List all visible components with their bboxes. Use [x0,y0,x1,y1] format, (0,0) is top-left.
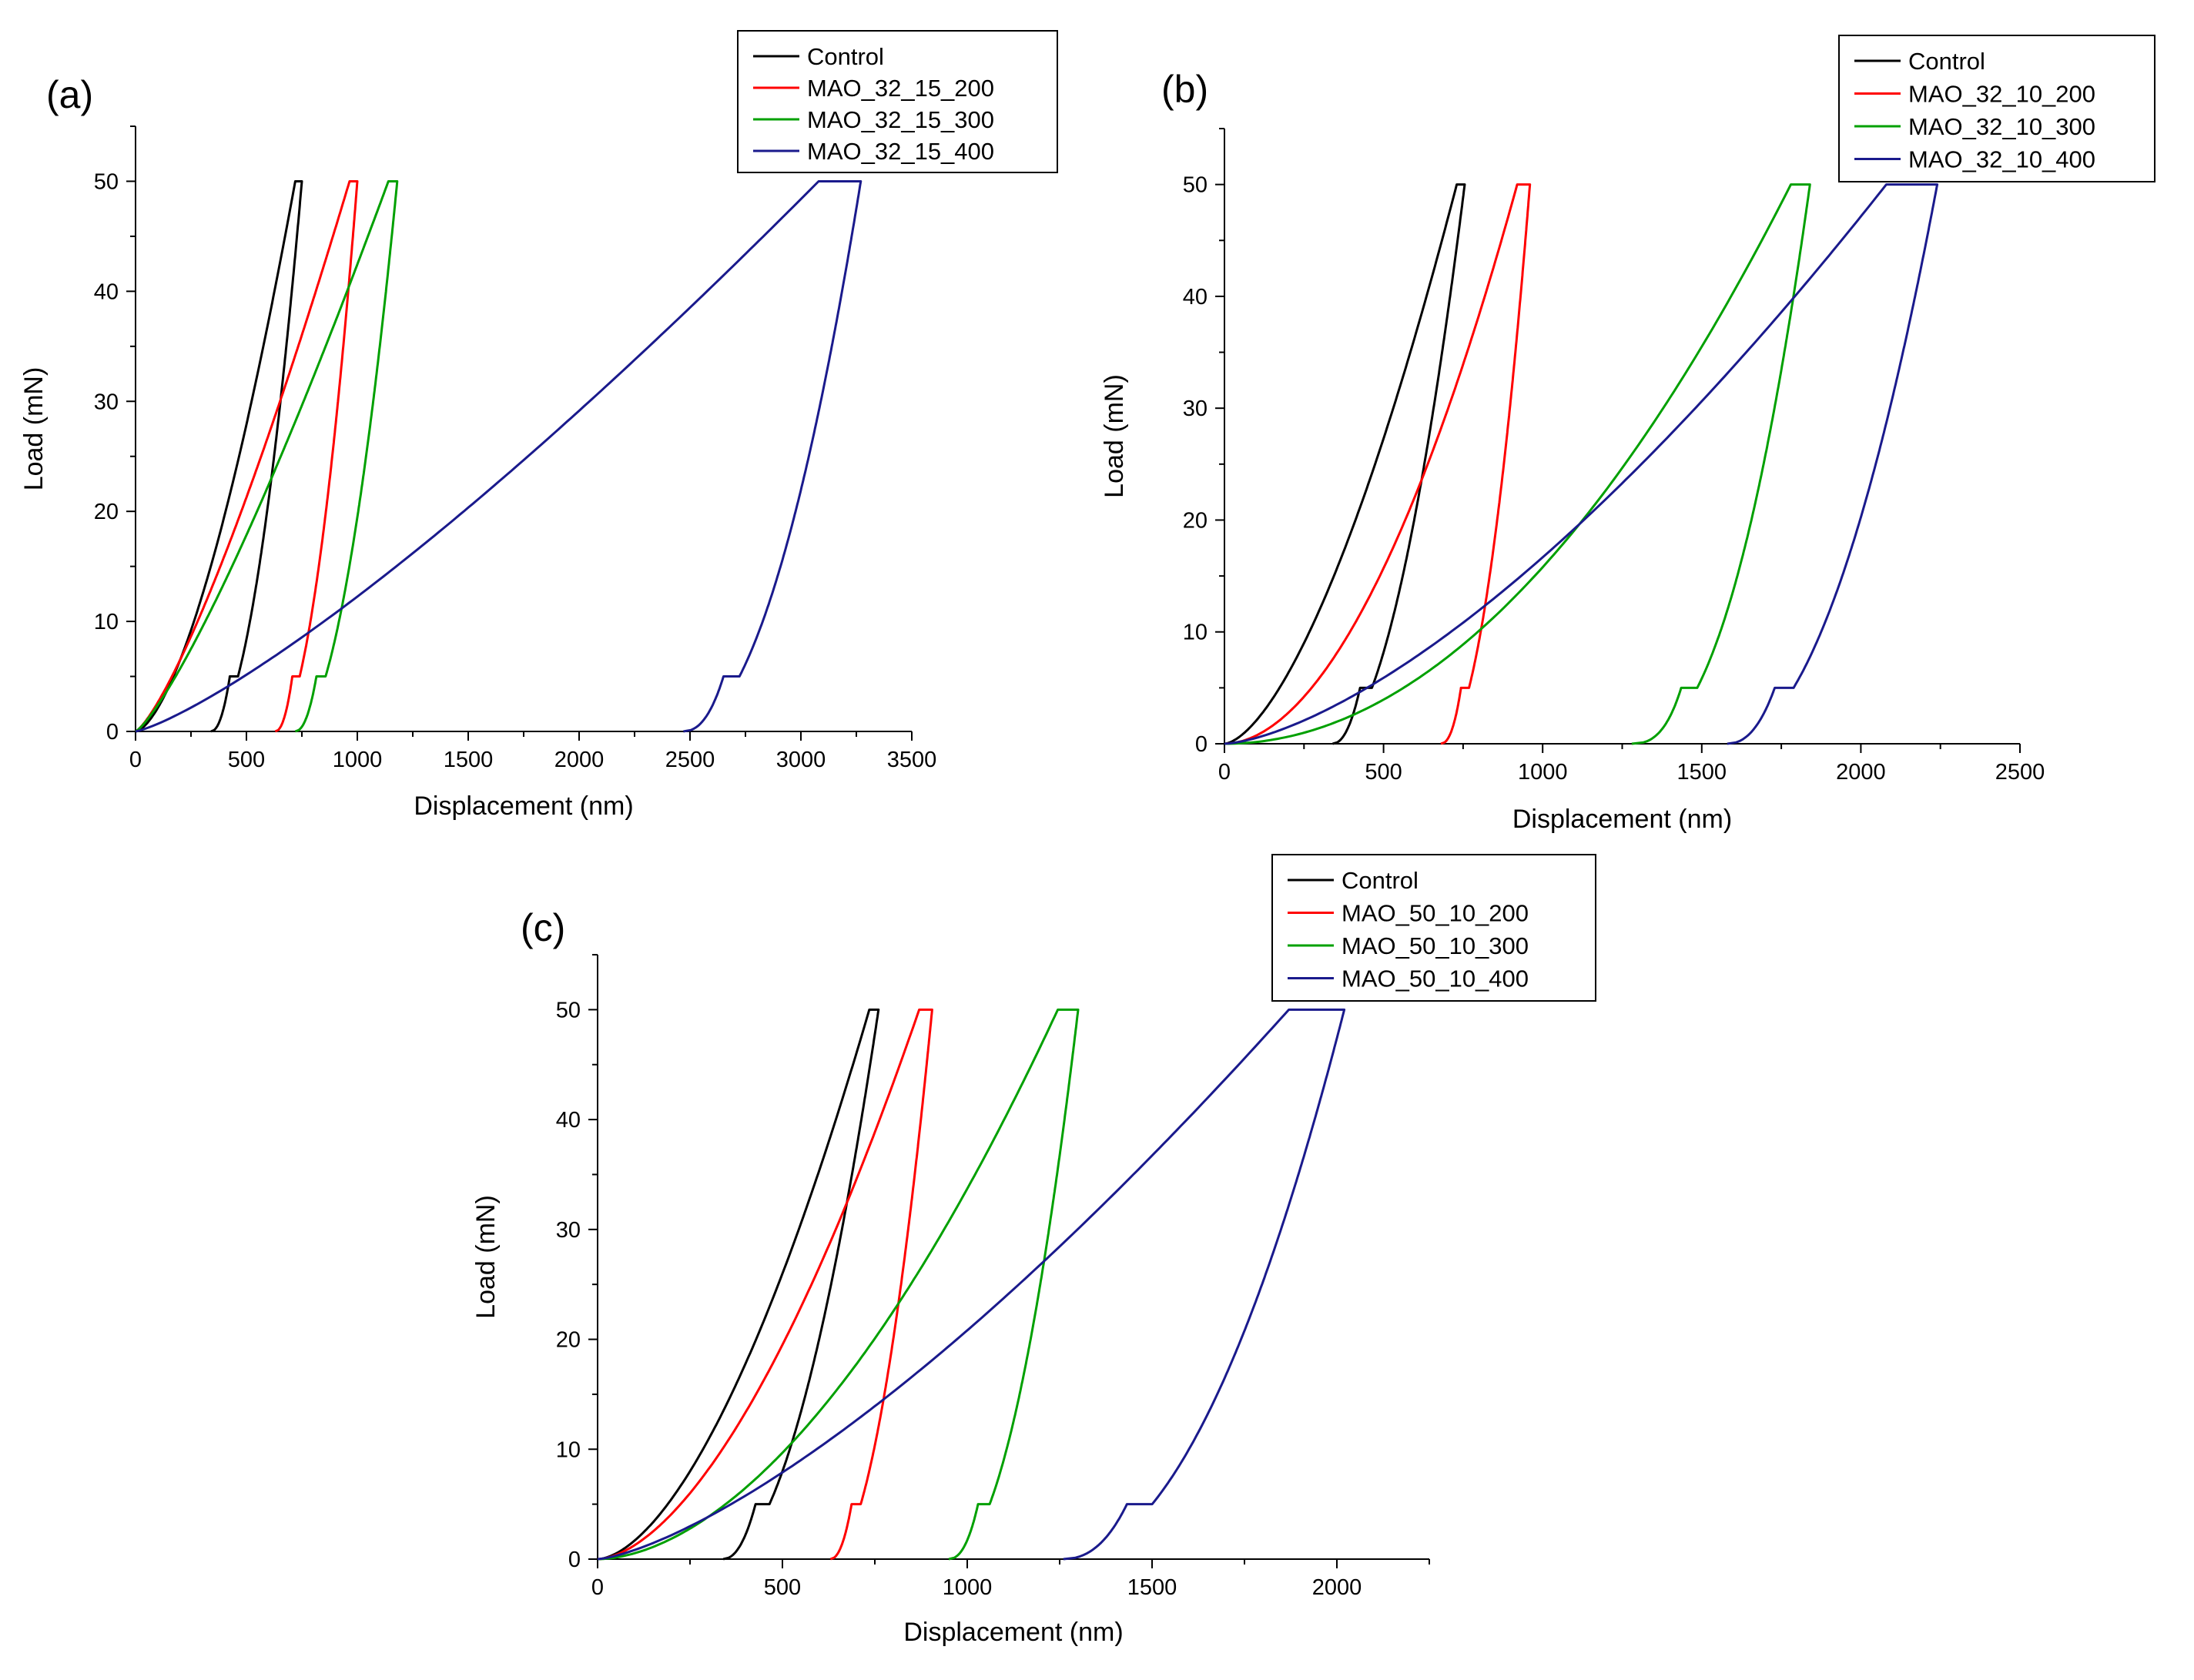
y-tick-label: 30 [94,390,119,414]
y-tick-label: 0 [568,1548,581,1572]
y-tick-label: 20 [94,500,119,524]
x-tick-label: 1500 [1127,1575,1177,1600]
y-tick-label: 50 [94,169,119,194]
x-tick-label: 3000 [776,748,826,772]
panel-label: (b) [1161,68,1208,111]
legend-label: MAO_32_15_300 [807,106,994,133]
x-tick-label: 0 [591,1575,604,1600]
series-line-MAO_50_10_400 [597,1008,1346,1561]
x-tick-label: 1500 [1677,760,1727,785]
series-line-MAO_32_10_400 [1224,183,1939,745]
x-axis-title: Displacement (nm) [1512,805,1732,834]
x-tick-label: 1500 [444,748,494,772]
series-line-MAO_50_10_300 [597,1008,1080,1561]
series-line-Control [135,180,303,733]
x-tick-label: 1000 [333,748,383,772]
x-tick-label: 2000 [554,748,605,772]
y-axis-title: Load (mN) [19,367,49,491]
x-tick-label: 500 [1365,760,1402,785]
y-tick-label: 40 [1183,285,1208,310]
series-line-MAO_32_10_200 [1224,183,1532,745]
x-tick-label: 3500 [887,748,937,772]
series-line-MAO_32_15_200 [135,180,359,733]
x-tick-label: 2000 [1836,760,1886,785]
legend-label: Control [807,43,884,70]
x-tick-label: 0 [129,748,142,772]
x-axis-title: Displacement (nm) [903,1618,1123,1647]
x-axis-title: Displacement (nm) [414,791,633,821]
legend-label: MAO_32_15_400 [807,138,994,165]
y-tick-label: 0 [1195,732,1208,757]
legend-label: MAO_50_10_300 [1342,932,1529,959]
series-line-Control [597,1008,880,1561]
x-tick-label: 0 [1218,760,1231,785]
series-line-MAO_32_10_300 [1224,183,1811,745]
panel-label: (a) [46,73,93,116]
legend-label: Control [1908,48,1985,75]
y-tick-label: 40 [94,279,119,304]
y-axis-title: Load (mN) [1100,374,1129,498]
legend-label: MAO_32_10_400 [1908,146,2095,173]
legend-label: Control [1342,867,1419,894]
y-tick-label: 10 [1183,621,1208,645]
legend-label: MAO_32_10_300 [1908,113,2095,140]
chart-panel-3: 0 500 1000 1500 2000 0 10 20 30 40 50 Displacement … [471,854,1596,1647]
y-tick-label: 20 [556,1328,581,1353]
panel-label: (c) [521,906,565,949]
legend-label: MAO_32_15_200 [807,75,994,102]
x-tick-label: 500 [764,1575,801,1600]
series-line-Control [1224,183,1466,745]
legend-label: MAO_32_10_200 [1908,81,2095,108]
y-axis-title: Load (mN) [471,1195,501,1319]
chart-panel-2: 0 500 1000 1500 2000 2500 0 10 20 30 40 50 Displacem… [1100,35,2155,834]
series-line-MAO_32_15_400 [135,180,863,733]
series-line-MAO_32_15_300 [135,180,399,733]
legend-box [737,30,1058,173]
y-tick-label: 0 [106,720,119,745]
y-tick-label: 50 [556,998,581,1022]
y-tick-label: 30 [556,1218,581,1243]
y-tick-label: 30 [1183,397,1208,421]
x-tick-label: 2000 [1312,1575,1362,1600]
y-tick-label: 10 [556,1437,581,1462]
legend-label: MAO_50_10_400 [1342,965,1529,992]
y-tick-label: 20 [1183,508,1208,533]
chart-panel-1: 0 500 1000 1500 2000 2500 3000 3500 0 10 20 30 40 50 D… [19,30,1058,821]
y-tick-label: 10 [94,610,119,634]
y-tick-label: 40 [556,1108,581,1133]
x-tick-label: 1000 [1518,760,1568,785]
y-tick-label: 50 [1183,173,1208,198]
x-tick-label: 2500 [665,748,715,772]
x-tick-label: 500 [228,748,265,772]
series-line-MAO_50_10_200 [597,1008,933,1561]
legend-label: MAO_50_10_200 [1342,900,1529,927]
x-tick-label: 1000 [943,1575,993,1600]
x-tick-label: 2500 [1995,760,2045,785]
